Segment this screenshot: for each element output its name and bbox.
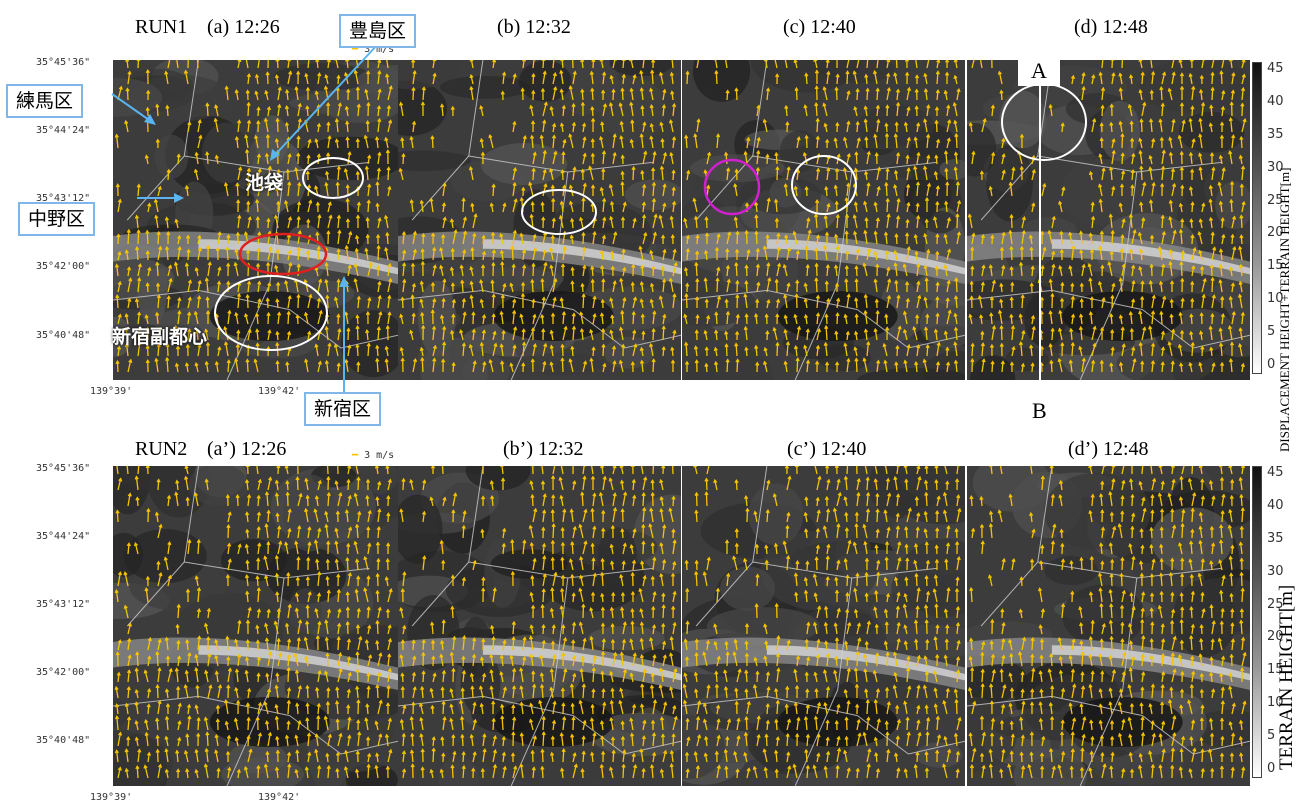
colorbar-tick: 15 xyxy=(1267,662,1284,678)
colorbar-tick: 45 xyxy=(1267,465,1284,480)
lat-label: 35°40'48" xyxy=(36,735,91,746)
lon-label: 139°39' xyxy=(90,386,133,397)
colorbar-tick: 35 xyxy=(1267,126,1284,142)
colorbar-tick: 0 xyxy=(1267,357,1276,372)
lat-label: 35°43'12" xyxy=(36,193,91,204)
colorbar-title-run1: DISPLACEMENT HEIGHT+TERRAIN HEIGHT[m] xyxy=(1277,167,1292,452)
colorbar-tick: 30 xyxy=(1267,159,1284,175)
colorbar-tick: 10 xyxy=(1267,291,1284,307)
map-panel-a2 xyxy=(113,466,398,786)
wind-vector-field xyxy=(968,466,1247,779)
label-toshima: 豊島区 xyxy=(339,14,417,48)
colorbar-tick: 40 xyxy=(1267,497,1284,513)
colorbar-tick: 0 xyxy=(1267,761,1276,776)
map-panel-d xyxy=(967,60,1250,380)
colorbar-tick: 30 xyxy=(1267,563,1284,579)
section-label-b: B xyxy=(1032,398,1047,423)
lat-label: 35°42'00" xyxy=(36,261,91,272)
lat-label: 35°44'24" xyxy=(36,531,91,542)
wind-vector-field xyxy=(398,60,678,373)
lon-label: 139°39' xyxy=(90,792,133,803)
colorbar-tick: 35 xyxy=(1267,530,1284,546)
map-panel-b xyxy=(398,60,681,380)
colorbar-tick: 5 xyxy=(1267,728,1276,744)
colorbar-tick: 5 xyxy=(1267,324,1276,340)
lat-label: 35°43'12" xyxy=(36,599,91,610)
colorbar-tick: 25 xyxy=(1267,192,1284,208)
lat-label: 35°42'00" xyxy=(36,667,91,678)
section-label-a: A xyxy=(1018,56,1060,86)
wind-vector-field xyxy=(399,466,678,779)
colorbar-title-run2: TERRAIN HEIGHT[m] xyxy=(1276,584,1297,770)
colorbar-tick: 45 xyxy=(1267,61,1284,76)
lat-label: 35°45'36" xyxy=(36,463,91,474)
lat-label: 35°40'48" xyxy=(36,330,91,341)
panel-d-title: (d) 12:48 xyxy=(1074,16,1148,38)
panel-b2-title: (b’) 12:32 xyxy=(503,438,584,460)
label-shinjuku: 新宿区 xyxy=(304,392,382,426)
colorbar-tick: 20 xyxy=(1267,225,1284,241)
map-panel-c xyxy=(682,60,965,380)
map-panel-c2 xyxy=(682,466,965,786)
panel-c-title: (c) 12:40 xyxy=(783,16,856,38)
label-ikebukuro: 池袋 xyxy=(245,172,284,194)
scale-arrow-run2: ━ 3 m/s xyxy=(352,450,395,461)
colorbar-run2 xyxy=(1252,466,1262,778)
lon-label: 139°42' xyxy=(258,792,301,803)
lat-label: 35°45'36" xyxy=(36,57,91,68)
run2-label: RUN2 xyxy=(135,438,188,460)
panel-c2-title: (c’) 12:40 xyxy=(787,438,867,460)
panel-b-title: (b) 12:32 xyxy=(497,16,571,38)
panel-a2-title: (a’) 12:26 xyxy=(207,438,287,460)
colorbar-tick: 20 xyxy=(1267,629,1284,645)
colorbar-tick: 10 xyxy=(1267,695,1284,711)
map-panel-d2 xyxy=(967,466,1250,786)
label-nerima: 練馬区 xyxy=(6,84,84,118)
wind-vector-field xyxy=(682,466,962,779)
wind-vector-field xyxy=(114,466,393,779)
colorbar-tick: 15 xyxy=(1267,258,1284,274)
panel-d2-title: (d’) 12:48 xyxy=(1068,438,1149,460)
colorbar-tick: 40 xyxy=(1267,93,1284,109)
colorbar-tick: 25 xyxy=(1267,596,1284,612)
lat-label: 35°44'24" xyxy=(36,125,91,136)
label-shinjuku-center: 新宿副都心 xyxy=(112,326,208,348)
map-panel-b2 xyxy=(398,466,681,786)
lon-label: 139°42' xyxy=(258,386,301,397)
run1-label: RUN1 xyxy=(135,16,188,38)
panel-a-title: (a) 12:26 xyxy=(207,16,280,38)
colorbar-run1 xyxy=(1252,62,1262,374)
label-nakano: 中野区 xyxy=(18,202,96,236)
